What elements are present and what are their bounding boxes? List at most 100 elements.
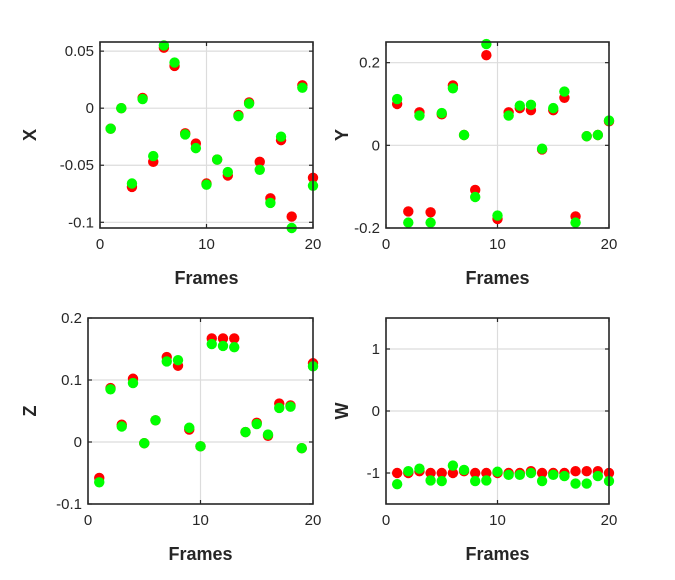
data-point-green — [296, 443, 307, 454]
data-point-green — [201, 179, 212, 190]
data-point-green — [503, 469, 514, 481]
data-point-green — [274, 402, 285, 414]
data-point-green — [161, 356, 172, 367]
data-point-green — [254, 164, 265, 176]
data-point-red — [481, 467, 492, 479]
data-point-green — [525, 99, 537, 111]
data-point-green — [126, 178, 138, 189]
axes-frame — [87, 317, 314, 505]
data-point-green — [548, 469, 559, 481]
y-tick-label: -0.05 — [60, 157, 94, 174]
data-point-red — [447, 467, 459, 479]
y-axis-label: W — [332, 403, 352, 420]
data-point-green — [206, 338, 217, 350]
data-point-red — [229, 333, 240, 344]
data-point-green — [592, 470, 604, 482]
data-point-green — [570, 217, 581, 228]
data-point-green — [116, 421, 127, 432]
data-point-green — [172, 354, 184, 366]
y-axis-label: Y — [332, 129, 352, 141]
data-point-green — [559, 86, 570, 97]
x-tick-label: 0 — [84, 512, 92, 529]
data-point-red — [286, 211, 297, 222]
y-tick-label: -0.1 — [56, 496, 82, 513]
data-point-green — [447, 460, 459, 471]
data-point-green — [285, 401, 296, 412]
data-point-red — [470, 467, 481, 479]
data-point-green — [169, 57, 180, 68]
y-tick-label: 0.1 — [61, 372, 82, 389]
data-point-green — [217, 340, 229, 352]
y-tick-label: 0 — [74, 434, 82, 451]
data-point-green — [105, 384, 116, 395]
data-point-green — [275, 131, 287, 142]
data-point-green — [184, 422, 195, 433]
x-axis-label: Frames — [168, 544, 232, 564]
data-point-green — [536, 143, 548, 154]
data-point-red — [425, 207, 436, 218]
data-point-green — [514, 469, 525, 481]
y-tick-label: -1 — [367, 465, 380, 482]
x-axis-label: Frames — [465, 544, 529, 564]
data-point-green — [447, 83, 459, 94]
axes-frame — [385, 317, 610, 505]
data-point-green — [414, 463, 425, 474]
x-tick-label: 10 — [489, 236, 506, 253]
data-point-green — [137, 93, 148, 105]
data-point-green — [458, 464, 470, 476]
y-tick-label: 0 — [86, 100, 94, 117]
data-point-green — [592, 129, 604, 141]
data-point-green — [391, 478, 403, 490]
data-point-red — [403, 206, 414, 217]
data-point-green — [211, 154, 223, 165]
y-tick-label: 0 — [372, 403, 380, 420]
data-point-green — [458, 129, 470, 141]
data-point-green — [243, 98, 255, 109]
data-point-green — [425, 217, 436, 228]
data-point-green — [548, 102, 559, 114]
data-point-green — [481, 38, 492, 50]
data-point-green — [190, 142, 202, 154]
y-tick-label: -0.1 — [68, 214, 94, 231]
x-tick-label: 20 — [601, 236, 618, 253]
data-point-green — [297, 82, 308, 93]
x-axis-label: Frames — [465, 268, 529, 288]
subplot-x: 0 10 20 0.05 0 -0.05 -0.1 Frames X — [20, 40, 321, 288]
data-point-green — [414, 110, 425, 121]
data-point-green — [481, 475, 492, 486]
x-tick-label: 0 — [382, 512, 390, 529]
data-point-green — [233, 110, 244, 122]
data-point-green — [525, 467, 537, 479]
data-point-green — [251, 418, 262, 430]
data-point-red — [391, 467, 403, 479]
data-point-green — [403, 465, 414, 477]
x-tick-label: 10 — [192, 512, 209, 529]
data-point-red — [536, 467, 548, 479]
y-axis-label: X — [20, 129, 40, 141]
data-point-green — [503, 110, 514, 121]
data-point-green — [581, 478, 592, 489]
data-point-green — [262, 429, 274, 440]
axes-frame — [385, 41, 610, 229]
data-point-red — [481, 50, 492, 61]
data-point-green — [391, 93, 403, 105]
x-tick-label: 10 — [489, 512, 506, 529]
y-tick-label: 1 — [372, 341, 380, 358]
data-point-green — [222, 166, 233, 178]
x-tick-label: 0 — [382, 236, 390, 253]
data-point-green — [148, 150, 159, 162]
data-point-green — [158, 40, 170, 51]
x-tick-label: 0 — [96, 236, 104, 253]
y-tick-label: 0.2 — [61, 310, 82, 327]
data-point-green — [581, 131, 592, 142]
data-point-green — [105, 123, 116, 134]
data-point-red — [436, 467, 447, 479]
data-point-green — [229, 341, 240, 353]
x-tick-label: 20 — [305, 236, 322, 253]
data-point-green — [436, 475, 447, 487]
y-tick-label: 0.05 — [65, 43, 94, 60]
data-point-green — [150, 415, 161, 426]
x-axis-label: Frames — [174, 268, 238, 288]
y-tick-label: 0.2 — [359, 55, 380, 72]
